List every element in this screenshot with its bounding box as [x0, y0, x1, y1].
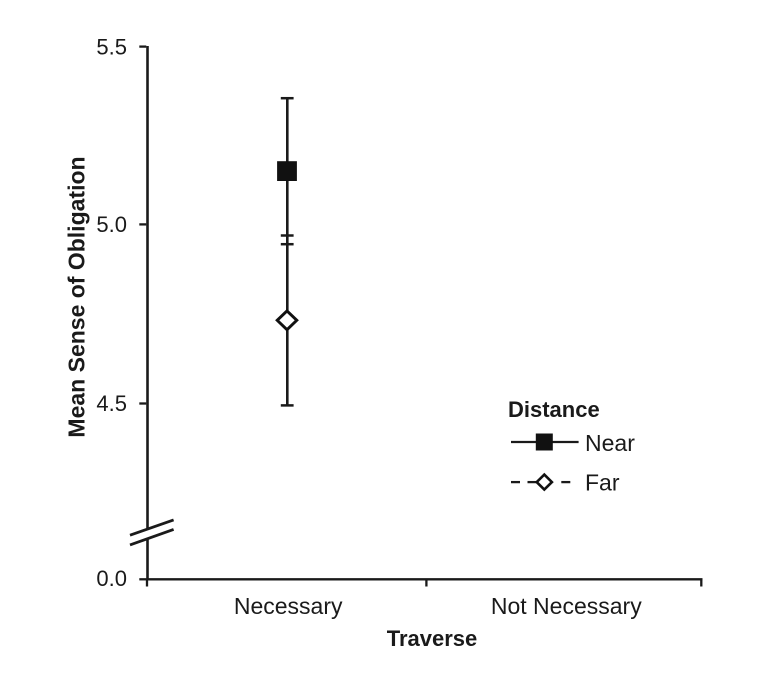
- svg-text:Distance: Distance: [508, 397, 600, 422]
- svg-text:0.0: 0.0: [96, 566, 127, 591]
- svg-text:Near: Near: [585, 430, 635, 456]
- svg-text:Not Necessary: Not Necessary: [491, 593, 642, 619]
- svg-text:Far: Far: [585, 470, 620, 496]
- svg-text:4.5: 4.5: [96, 391, 127, 416]
- svg-text:Traverse: Traverse: [387, 626, 478, 651]
- svg-text:Mean Sense of Obligation: Mean Sense of Obligation: [64, 156, 90, 437]
- svg-text:Necessary: Necessary: [234, 593, 343, 619]
- svg-text:5.5: 5.5: [96, 35, 127, 60]
- svg-text:5.0: 5.0: [96, 212, 127, 237]
